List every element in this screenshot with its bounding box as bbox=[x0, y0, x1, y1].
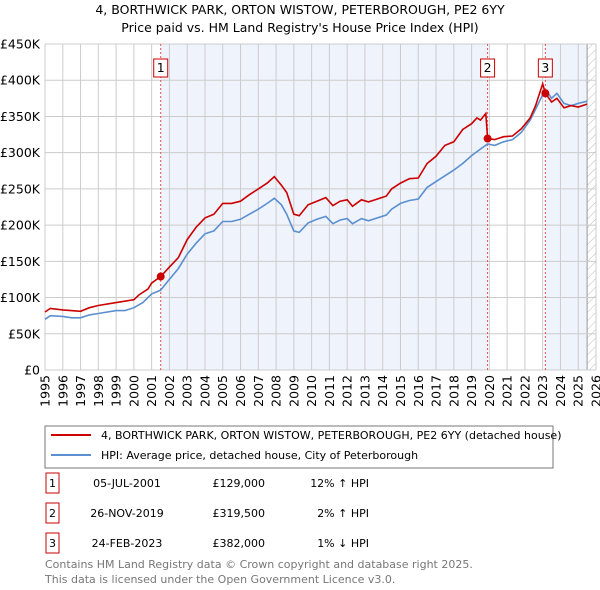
x-tick-label: 2021 bbox=[500, 375, 515, 407]
chart-subtitle: Price paid vs. HM Land Registry's House … bbox=[121, 20, 478, 35]
sale-point bbox=[541, 89, 550, 98]
sale-point bbox=[156, 272, 165, 281]
forecast-hatch bbox=[587, 44, 596, 370]
x-tick-label: 2024 bbox=[553, 375, 568, 407]
y-tick-label: £450K bbox=[0, 37, 41, 52]
chart-title: 4, BORTHWICK PARK, ORTON WISTOW, PETERBO… bbox=[95, 2, 505, 17]
sale-price: £129,000 bbox=[213, 477, 266, 490]
hpi-line bbox=[44, 89, 588, 320]
sale-hpi-diff: 1% ↓ HPI bbox=[317, 537, 369, 550]
y-tick-label: £250K bbox=[0, 181, 41, 196]
x-tick-label: 2001 bbox=[144, 375, 159, 407]
y-tick-label: £200K bbox=[0, 218, 41, 233]
sale-number-box bbox=[45, 472, 60, 494]
legend-label-property: 4, BORTHWICK PARK, ORTON WISTOW, PETERBO… bbox=[101, 429, 562, 442]
x-tick-label: 2003 bbox=[180, 375, 195, 407]
sale-point bbox=[483, 134, 492, 143]
sale-number-box bbox=[45, 502, 60, 524]
footer-licence: This data is licensed under the Open Gov… bbox=[44, 573, 395, 586]
x-tick-label: 2012 bbox=[340, 375, 355, 407]
shaded-ownership-period bbox=[545, 44, 588, 370]
legend-label-hpi: HPI: Average price, detached house, City… bbox=[101, 449, 418, 462]
legend bbox=[44, 425, 554, 469]
x-tick-label: 1999 bbox=[109, 375, 124, 407]
x-tick-label: 2011 bbox=[322, 375, 337, 407]
x-tick-label: 2017 bbox=[429, 375, 444, 407]
sale-date: 24-FEB-2023 bbox=[92, 537, 163, 550]
sale-number: 2 bbox=[49, 507, 56, 520]
x-tick-label: 2004 bbox=[197, 375, 212, 407]
sale-number: 3 bbox=[49, 537, 56, 550]
x-tick-label: 2002 bbox=[162, 375, 177, 407]
x-tick-label: 2023 bbox=[535, 375, 550, 407]
sale-label: 1 bbox=[157, 60, 165, 75]
x-tick-label: 2026 bbox=[589, 375, 600, 407]
y-tick-label: £0 bbox=[24, 363, 40, 378]
y-tick-label: £400K bbox=[0, 73, 41, 88]
x-tick-label: 2015 bbox=[393, 375, 408, 407]
shaded-ownership-period bbox=[160, 44, 488, 370]
sale-number-box bbox=[45, 532, 60, 554]
x-tick-label: 2025 bbox=[571, 375, 586, 407]
x-tick-label: 1995 bbox=[38, 375, 53, 407]
x-tick-label: 2016 bbox=[411, 375, 426, 407]
x-tick-label: 2019 bbox=[464, 375, 479, 407]
sale-hpi-diff: 2% ↑ HPI bbox=[317, 507, 369, 520]
sale-hpi-diff: 12% ↑ HPI bbox=[310, 477, 369, 490]
x-tick-label: 2007 bbox=[251, 375, 266, 407]
sale-label-box bbox=[480, 58, 496, 78]
x-tick-label: 2018 bbox=[446, 375, 461, 407]
x-tick-label: 2014 bbox=[375, 375, 390, 407]
sales-table: 1 05-JUL-2001 £129,000 12% ↑ HPI 2 26-NOV-201… bbox=[45, 472, 369, 554]
x-tick-label: 2010 bbox=[304, 375, 319, 407]
x-tick-label: 2009 bbox=[286, 375, 301, 407]
sale-label: 3 bbox=[541, 60, 549, 75]
y-tick-label: £100K bbox=[0, 290, 41, 305]
sale-date: 26-NOV-2019 bbox=[90, 507, 164, 520]
sale-price: £319,500 bbox=[213, 507, 266, 520]
plot-area: 1995 1996 1997 1998 1999 2000 2001 2002 2003 2004… bbox=[0, 37, 600, 407]
sale-price: £382,000 bbox=[213, 537, 266, 550]
y-tick-label: £300K bbox=[0, 145, 41, 160]
y-tick-label: £150K bbox=[0, 254, 41, 269]
x-tick-label: 2000 bbox=[126, 375, 141, 407]
x-tick-label: 1998 bbox=[91, 375, 106, 407]
sale-label: 2 bbox=[484, 60, 492, 75]
y-tick-label: £350K bbox=[0, 109, 41, 124]
footer-copyright: Contains HM Land Registry data © Crown c… bbox=[45, 558, 473, 571]
x-tick-label: 1996 bbox=[55, 375, 70, 407]
x-tick-label: 2006 bbox=[233, 375, 248, 407]
sale-number: 1 bbox=[49, 477, 56, 490]
sale-date: 05-JUL-2001 bbox=[93, 477, 161, 490]
x-tick-label: 2008 bbox=[269, 375, 284, 407]
x-tick-label: 2022 bbox=[517, 375, 532, 407]
sale-label-box bbox=[153, 58, 169, 78]
x-tick-label: 1997 bbox=[73, 375, 88, 407]
x-tick-label: 2013 bbox=[357, 375, 372, 407]
sale-label-box bbox=[537, 58, 553, 78]
x-tick-label: 2020 bbox=[482, 375, 497, 407]
y-tick-label: £50K bbox=[8, 326, 41, 341]
x-tick-label: 2005 bbox=[215, 375, 230, 407]
